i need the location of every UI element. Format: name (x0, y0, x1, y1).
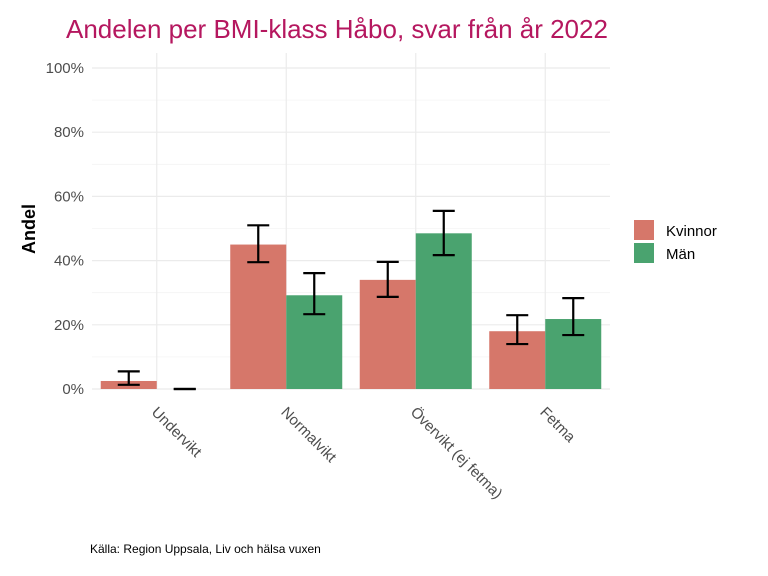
error-bar (562, 297, 585, 337)
x-tick-label: Normalvikt (277, 404, 340, 467)
y-tick-label: 20% (54, 317, 84, 334)
x-tick-label: Fetma (536, 404, 579, 447)
bars (100, 233, 602, 389)
error-bars (117, 209, 585, 391)
y-tick-label: 100% (46, 60, 84, 77)
y-axis-label: Andel (19, 204, 39, 254)
error-bar (506, 314, 529, 346)
legend-swatch-kvinnor (634, 220, 654, 240)
legend-label-man: Män (666, 246, 695, 263)
bar-kvinnor (359, 279, 416, 389)
error-bar (247, 224, 270, 264)
source-caption: Källa: Region Uppsala, Liv och hälsa vux… (90, 542, 321, 556)
chart-title: Andelen per BMI-klass Håbo, svar från år… (66, 14, 608, 44)
y-tick-label: 80% (54, 124, 84, 141)
x-axis-ticks: Undervikt Normalvikt Övervikt (ej fetma) Fe… (148, 403, 579, 502)
error-bar (432, 209, 455, 257)
y-tick-label: 0% (62, 381, 84, 398)
y-tick-label: 40% (54, 253, 84, 270)
legend: Kvinnor Män (634, 220, 717, 263)
bar-kvinnor (230, 244, 287, 389)
error-bar (303, 272, 326, 316)
bar-man (415, 233, 472, 389)
error-bar (117, 370, 140, 386)
y-tick-label: 60% (54, 188, 84, 205)
error-bar (376, 260, 399, 298)
legend-swatch-man (634, 243, 654, 263)
x-tick-label: Övervikt (ej fetma) (407, 403, 506, 502)
x-tick-label: Undervikt (148, 404, 205, 461)
legend-label-kvinnor: Kvinnor (666, 223, 717, 240)
y-axis-ticks: 0% 20% 40% 60% 80% 100% (46, 60, 84, 398)
